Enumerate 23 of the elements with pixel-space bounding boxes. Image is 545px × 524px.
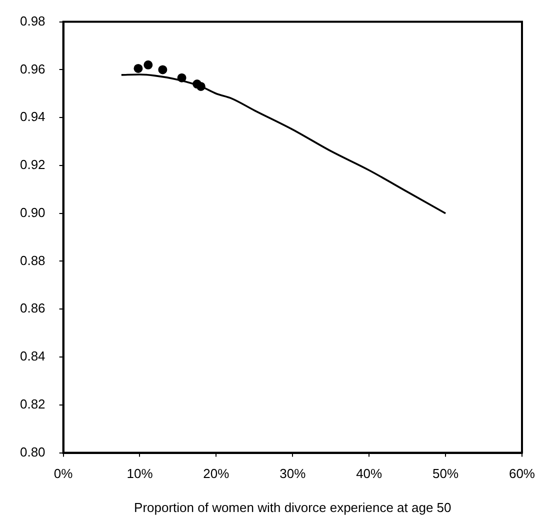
point <box>177 73 186 82</box>
y-tick-label: 0.80 <box>20 444 46 460</box>
x-axis-title: Proportion of women with divorce experience at age 50 <box>134 500 452 515</box>
y-tick-label: 0.96 <box>20 61 46 76</box>
y-tick-label: 0.82 <box>20 396 46 412</box>
x-tick-label: 40% <box>356 466 383 482</box>
y-tick-label: 0.88 <box>20 252 46 268</box>
point <box>134 64 143 73</box>
y-tick-label: 0.98 <box>20 13 46 28</box>
point <box>196 82 206 91</box>
point <box>144 60 153 70</box>
x-tick-label: 60% <box>508 466 536 482</box>
point <box>158 65 168 74</box>
y-tick-label: 0.92 <box>20 157 46 172</box>
x-tick-label: 30% <box>280 466 306 482</box>
y-tick-label: 0.94 <box>20 109 46 124</box>
x-tick-label: 20% <box>203 466 230 482</box>
y-tick-label: 0.90 <box>20 204 46 220</box>
x-tick-label: 50% <box>432 466 459 482</box>
y-tick-label: 0.86 <box>20 300 46 316</box>
x-tick-label: 0% <box>54 466 74 482</box>
x-tick-label: 10% <box>126 466 154 482</box>
y-tick-label: 0.84 <box>20 348 46 364</box>
